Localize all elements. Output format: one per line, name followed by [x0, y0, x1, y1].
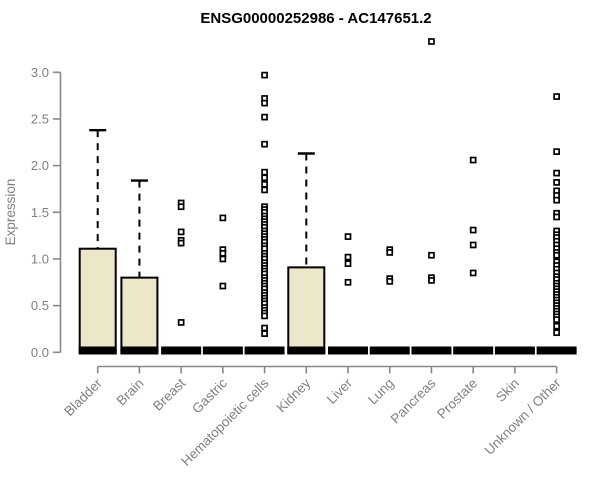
- outlier-point: [261, 180, 268, 188]
- outlier-point: [344, 260, 352, 267]
- x-tick-label: Unknown / Other: [482, 375, 565, 458]
- outlier-point: [261, 113, 268, 121]
- iqr-box: [78, 247, 117, 354]
- median-bar: [411, 346, 452, 355]
- x-tick-label: Skin: [493, 376, 522, 405]
- outlier-point: [469, 156, 477, 164]
- box-brain: [120, 179, 159, 355]
- outlier-point: [553, 322, 560, 330]
- median-bar: [287, 346, 326, 355]
- outlier-point: [469, 226, 477, 234]
- outlier-point: [553, 148, 560, 155]
- outlier-point: [344, 233, 352, 240]
- outlier-point: [177, 228, 185, 236]
- outlier-point: [261, 186, 268, 194]
- y-axis-label: Expression: [3, 179, 18, 246]
- outlier-point: [553, 93, 560, 100]
- box-pancreas: [411, 38, 452, 355]
- outlier-point: [553, 329, 560, 337]
- median-bar: [369, 346, 410, 355]
- outlier-point: [261, 71, 268, 79]
- box-prostate: [453, 156, 494, 355]
- outlier-point: [219, 214, 227, 222]
- outlier-point: [219, 250, 227, 257]
- box-bladder: [78, 128, 117, 355]
- box-lung: [369, 246, 410, 355]
- box-series: [78, 38, 577, 355]
- median-bar: [78, 346, 117, 355]
- outlier-point: [219, 255, 227, 263]
- outlier-point: [553, 316, 560, 323]
- median-bar: [202, 346, 243, 355]
- outlier-point: [261, 312, 268, 320]
- outlier-point: [177, 319, 185, 326]
- y-tick-label: 0.5: [31, 298, 49, 313]
- outlier-point: [261, 168, 268, 176]
- x-tick-label: Prostate: [434, 376, 480, 422]
- iqr-box: [287, 266, 326, 354]
- outlier-point: [344, 253, 352, 261]
- outlier-point: [428, 38, 435, 45]
- outlier-point: [469, 241, 477, 249]
- box-gastric: [202, 214, 243, 355]
- chart-title: ENSG00000252986 - AC147651.2: [200, 10, 431, 27]
- x-tick-label: Lung: [365, 376, 397, 408]
- outlier-point: [553, 251, 560, 259]
- outlier-point: [428, 251, 435, 259]
- outlier-point: [386, 249, 394, 256]
- outlier-point: [469, 269, 477, 277]
- y-tick-label: 3.0: [31, 65, 49, 80]
- outlier-point: [553, 169, 560, 177]
- y-tick-label: 0.0: [31, 345, 49, 360]
- outlier-point: [261, 324, 268, 332]
- x-tick-label: Bladder: [61, 375, 105, 419]
- outlier-point: [553, 213, 560, 221]
- median-bar: [328, 346, 369, 355]
- outlier-point: [219, 282, 227, 290]
- outlier-point: [261, 330, 268, 337]
- median-bar: [536, 346, 577, 355]
- outlier-point: [261, 99, 268, 107]
- median-bar: [120, 346, 159, 355]
- outlier-point: [428, 277, 435, 284]
- iqr-box: [120, 276, 159, 354]
- x-tick-label: Pancreas: [388, 375, 439, 426]
- outlier-point: [386, 278, 394, 285]
- box-kidney: [287, 152, 326, 355]
- outlier-point: [261, 140, 268, 148]
- y-tick-label: 2.5: [31, 111, 49, 126]
- x-tick-label: Breast: [150, 375, 188, 413]
- box-breast: [161, 199, 202, 355]
- outlier-point: [261, 174, 268, 182]
- outlier-point: [553, 179, 560, 186]
- outlier-point: [344, 278, 352, 286]
- x-tick-label: Gastric: [189, 375, 230, 416]
- median-bar: [161, 346, 202, 355]
- y-tick-label: 1.0: [31, 251, 49, 266]
- outlier-point: [177, 203, 185, 211]
- x-tick-label: Liver: [324, 375, 356, 407]
- outlier-point: [177, 239, 185, 247]
- x-tick-label: Brain: [114, 376, 147, 409]
- box-skin: [494, 346, 535, 355]
- outlier-point: [553, 196, 560, 204]
- box-unknown-other: [536, 93, 577, 355]
- median-bar: [244, 346, 285, 355]
- y-tick-label: 1.5: [31, 205, 49, 220]
- median-bar: [494, 346, 535, 355]
- median-bar: [453, 346, 494, 355]
- box-hematopoietic-cells: [244, 71, 285, 355]
- y-tick-label: 2.0: [31, 158, 49, 173]
- box-liver: [328, 233, 369, 355]
- x-tick-label: Kidney: [274, 375, 314, 415]
